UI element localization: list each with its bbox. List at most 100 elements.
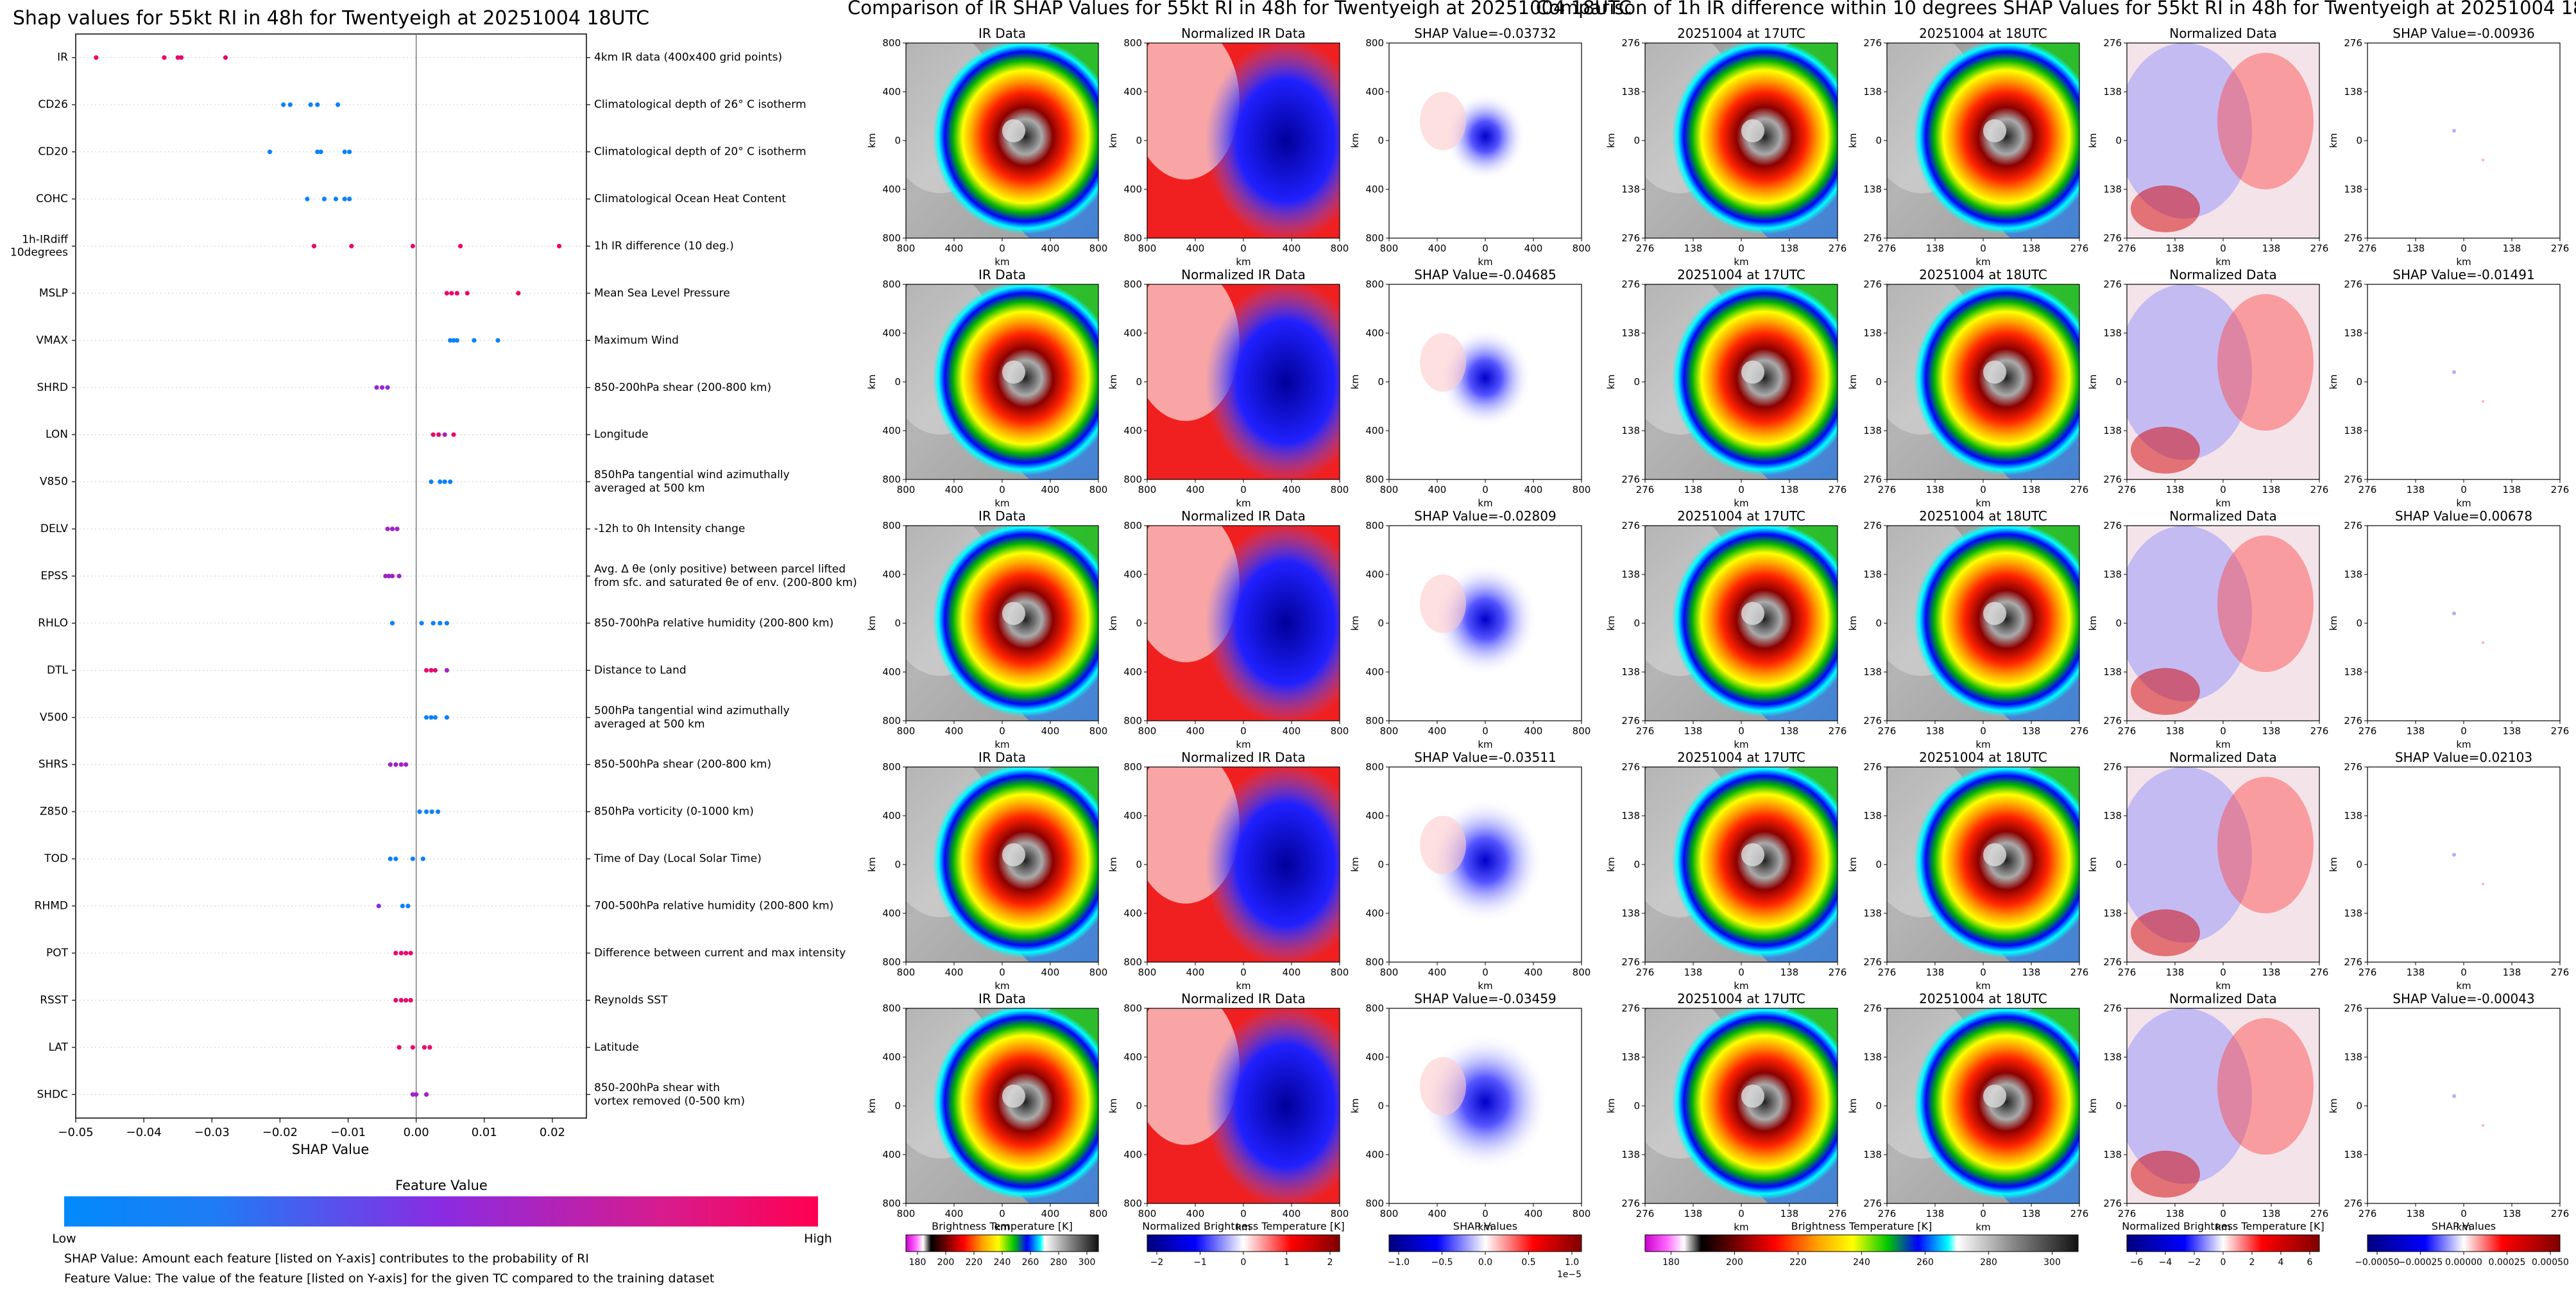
- faint-speck: [2452, 1094, 2456, 1098]
- shap-point: [431, 432, 436, 437]
- y-tick-label: 0: [1378, 135, 1384, 146]
- y-tick-label: 138: [1863, 1051, 1882, 1063]
- y-tick-label: 138: [2344, 569, 2362, 580]
- y-tick-label: 800: [1123, 279, 1142, 290]
- x-tick-label: 276: [1636, 1208, 1655, 1219]
- x-tick-label: 138: [2503, 725, 2521, 737]
- feature-description: 850hPa tangential wind azimuthally averag…: [594, 469, 790, 495]
- shap-point: [385, 526, 390, 531]
- feature-description: -12h to 0h Intensity change: [594, 522, 745, 535]
- panel-title: 20251004 at 17UTC: [1677, 508, 1805, 524]
- y-tick-label: 400: [882, 908, 901, 919]
- shap-point: [389, 621, 395, 626]
- diff-shap-image: [2367, 284, 2560, 479]
- x-tick-label: 276: [2551, 484, 2570, 495]
- y-axis-label: km: [2087, 1098, 2099, 1113]
- normalized-diff-image: [2127, 767, 2319, 962]
- diff-negative-region: [2127, 43, 2252, 219]
- ir-colorbar-2: [1388, 1234, 1582, 1252]
- x-tick-label: 800: [1089, 725, 1108, 737]
- x-tick-label: 276: [1829, 1208, 1847, 1219]
- y-axis-label: km: [1107, 374, 1119, 389]
- shap-point: [458, 243, 463, 249]
- y-axis-label: km: [866, 1098, 878, 1113]
- feature-description: Reynolds SST: [594, 994, 668, 1006]
- x-tick-label: 0: [1980, 725, 1986, 737]
- y-axis-label: km: [866, 616, 878, 630]
- x-tick-label: 276: [2070, 243, 2089, 254]
- colorbar-tick-label: 0.00050: [2532, 1257, 2569, 1268]
- y-axis-label: km: [1847, 616, 1859, 630]
- x-tick-label: 276: [1878, 725, 1897, 737]
- shap-value-title: SHAP Value=-0.03511: [1414, 750, 1556, 765]
- y-tick-label: 800: [1123, 1198, 1142, 1209]
- shap-point: [432, 715, 438, 720]
- storm-eye: [1983, 1084, 2006, 1108]
- y-tick-label: 276: [1621, 520, 1640, 531]
- colorbar-tick-label: 0.00025: [2489, 1257, 2526, 1268]
- y-tick-label: 800: [1365, 232, 1384, 244]
- shap-point: [178, 55, 184, 60]
- shap-point: [410, 243, 415, 249]
- shap-value-title: SHAP Value=-0.01491: [2393, 267, 2534, 282]
- faint-speck: [2452, 611, 2456, 616]
- x-axis-label: km: [1236, 256, 1250, 268]
- colorbar-tick-label: 260: [1916, 1257, 1934, 1268]
- panel-title: Normalized Data: [2169, 508, 2277, 524]
- x-axis-label: km: [1478, 739, 1492, 750]
- x-tick-label: 276: [2310, 725, 2329, 737]
- norm-blue-core: [1205, 284, 1340, 479]
- colorbar-tick-label: 280: [1980, 1257, 1997, 1268]
- x-tick-label: 0: [2220, 967, 2226, 978]
- y-tick-label: 276: [2344, 1003, 2362, 1014]
- irdiff-shap-group-title: Comparison of 1h IR difference within 10…: [1536, 0, 2576, 19]
- shap-value-title: SHAP Value=-0.00043: [2393, 991, 2534, 1006]
- x-axis-label: km: [1236, 497, 1250, 509]
- storm-core: [1914, 526, 2079, 717]
- y-tick-label: 400: [1365, 908, 1384, 919]
- y-tick-label: 138: [2344, 425, 2362, 436]
- x-tick-label: 800: [1089, 484, 1108, 495]
- norm-blue-core: [1205, 526, 1340, 721]
- y-axis-label: km: [1605, 374, 1617, 389]
- y-tick-label: 138: [1621, 86, 1640, 98]
- x-tick-label: 276: [2358, 725, 2377, 737]
- feature-name: SHRS: [38, 758, 68, 771]
- y-tick-label: 0: [2115, 617, 2122, 629]
- x-tick-label: 138: [2166, 243, 2185, 254]
- x-tick-label: 138: [2022, 967, 2041, 978]
- x-tick-label: 138: [2022, 1208, 2041, 1219]
- storm-eye: [1002, 843, 1025, 866]
- x-tick-label: 276: [2358, 243, 2377, 254]
- y-tick-label: 138: [1863, 810, 1882, 822]
- y-tick-label: 800: [1123, 520, 1142, 531]
- y-tick-label: 400: [1365, 1051, 1384, 1063]
- panel-title: Normalized Data: [2169, 267, 2277, 282]
- x-tick-label: −0.02: [262, 1126, 298, 1139]
- y-tick-label: 138: [1863, 425, 1882, 436]
- shap-point: [380, 385, 385, 390]
- x-tick-label: 800: [1138, 243, 1157, 254]
- y-axis-label: km: [2087, 133, 2099, 148]
- y-tick-label: 276: [2344, 279, 2362, 290]
- colorbar-tick-label: −6: [2130, 1257, 2144, 1268]
- shap-point: [438, 479, 443, 485]
- normalized-diff-image: [2127, 526, 2319, 721]
- y-tick-label: 276: [2344, 956, 2362, 968]
- feature-name: CD26: [38, 98, 68, 111]
- diff-positive-region: [2217, 294, 2314, 431]
- shap-point: [442, 479, 447, 485]
- y-tick-label: 276: [2103, 520, 2122, 531]
- y-tick-label: 400: [882, 86, 901, 98]
- x-tick-label: 800: [897, 1208, 916, 1219]
- x-tick-label: 800: [1138, 725, 1157, 737]
- faint-background: [2367, 526, 2560, 721]
- shap-point: [427, 1045, 432, 1050]
- shap-point: [410, 1045, 415, 1050]
- x-tick-label: 800: [1380, 484, 1399, 495]
- diff-colorbar-2: [2367, 1234, 2561, 1252]
- y-axis-label: km: [1847, 133, 1859, 148]
- x-tick-label: 276: [2070, 725, 2089, 737]
- y-tick-label: 0: [2115, 859, 2122, 870]
